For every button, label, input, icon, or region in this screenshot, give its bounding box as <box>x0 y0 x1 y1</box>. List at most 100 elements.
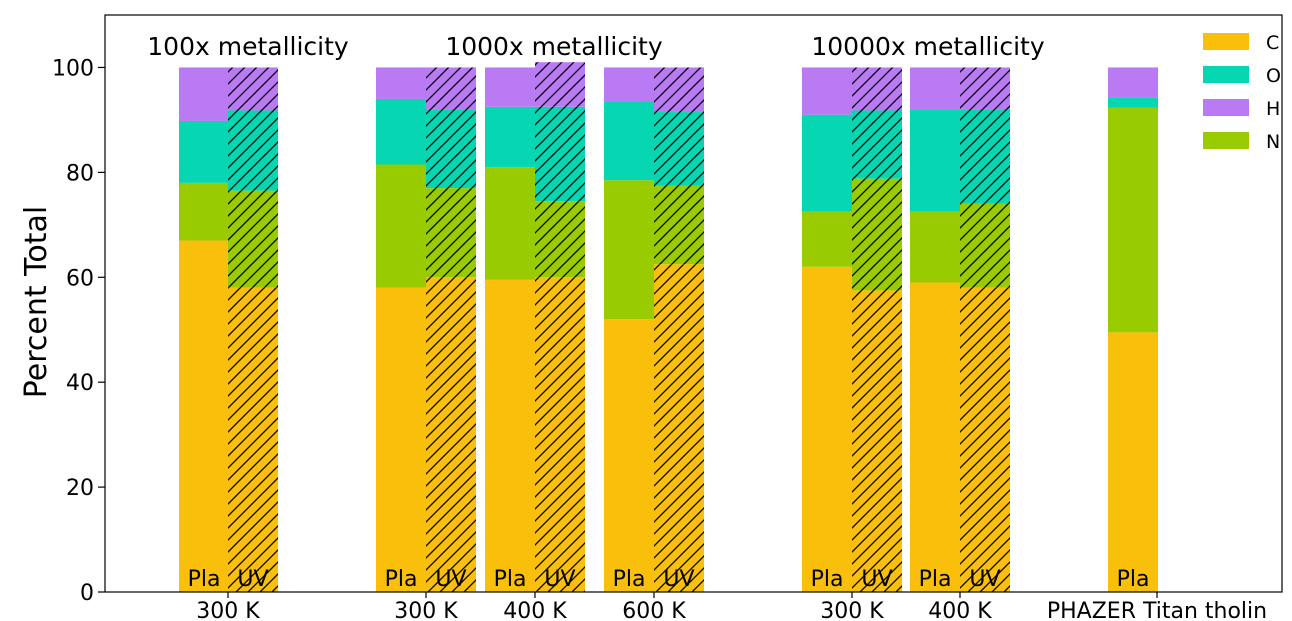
bar-label: UV <box>969 567 1000 592</box>
bar-segment-H <box>485 67 535 107</box>
bar-label: Pla <box>613 567 646 592</box>
bar-hatch-O <box>852 110 902 179</box>
bar-label: Pla <box>919 567 952 592</box>
bar-label: Pla <box>811 567 844 592</box>
x-tick-label: PHAZER Titan tholin <box>1047 599 1267 621</box>
bar-label: UV <box>435 567 466 592</box>
bar-segment-N <box>910 211 960 283</box>
plot-frame <box>104 14 1283 593</box>
bar-hatch-N <box>426 188 476 278</box>
bar-segment-C <box>802 266 852 592</box>
legend-swatch <box>1203 99 1249 116</box>
group-titles: 100x metallicity 1000x metallicity 10000x … <box>147 32 1045 61</box>
legend-label: C <box>1266 32 1279 54</box>
bar-segment-C <box>485 279 535 592</box>
bar-segment-C <box>1108 332 1158 592</box>
bar-hatch-H <box>426 67 476 110</box>
y-axis-label: Percent Total <box>19 206 54 398</box>
bar-segment-C <box>376 287 426 592</box>
group-title: 100x metallicity <box>147 32 349 61</box>
bar-hatch-O <box>228 110 278 191</box>
bar-label: Pla <box>385 567 418 592</box>
bar-segment-O <box>1108 97 1158 108</box>
bar-stack: UV <box>654 67 704 592</box>
x-tick-label: 400 K <box>928 599 992 621</box>
bar-hatch-C <box>228 287 278 592</box>
legend-label: H <box>1266 98 1280 120</box>
legend-item: H <box>1203 98 1280 120</box>
x-axis-temperature-labels: 300 K 300 K 400 K 600 K 300 K 400 K PHAZER Tit… <box>196 592 1267 621</box>
bar-segment-H <box>1108 67 1158 98</box>
y-tick-label: 20 <box>66 476 94 501</box>
legend-swatch <box>1203 66 1249 83</box>
bar-segment-O <box>485 106 535 168</box>
bar-hatch-O <box>960 109 1010 204</box>
legend-label: N <box>1266 131 1280 153</box>
y-tick-label: 60 <box>66 266 94 291</box>
bar-label: UV <box>237 567 268 592</box>
bar-segment-O <box>604 101 654 181</box>
bar-stack: Pla <box>802 67 852 592</box>
bar-hatch-H <box>654 67 704 113</box>
bar-segment-H <box>604 67 654 102</box>
x-tick-label: 400 K <box>503 599 567 621</box>
group-title: 10000x metallicity <box>811 32 1044 61</box>
bar-hatch-C <box>426 277 476 592</box>
bar-hatch-H <box>960 67 1010 110</box>
bar-stack: Pla <box>910 67 960 592</box>
bar-segment-H <box>910 67 960 110</box>
bar-segment-H <box>376 67 426 99</box>
bar-segment-O <box>376 98 426 165</box>
bar-segment-O <box>179 120 229 183</box>
bar-stack: Pla <box>604 67 654 592</box>
x-tick-label: 300 K <box>196 599 260 621</box>
bar-hatch-C <box>654 264 704 592</box>
legend-label: O <box>1266 65 1281 87</box>
bar-hatch-C <box>960 287 1010 592</box>
bar-hatch-N <box>228 190 278 288</box>
bar-label: Pla <box>494 567 527 592</box>
x-tick-label: 300 K <box>820 599 884 621</box>
bar-segment-N <box>485 167 535 280</box>
bar-hatch-O <box>654 112 704 186</box>
legend-item: C <box>1203 32 1279 54</box>
group-title: 1000x metallicity <box>445 32 663 61</box>
bar-hatch-O <box>426 109 476 189</box>
bar-stack: UV <box>960 67 1010 592</box>
y-tick-label: 100 <box>52 56 94 81</box>
bar-segment-O <box>802 114 852 212</box>
bar-label: Pla <box>1117 567 1150 592</box>
bar-hatch-N <box>654 185 704 265</box>
bar-stack: UV <box>852 67 902 592</box>
bar-hatch-C <box>852 290 902 592</box>
y-axis: 0 20 40 60 80 100 <box>52 56 105 606</box>
bar-hatch-H <box>535 62 585 107</box>
bar-hatch-N <box>960 203 1010 288</box>
bar-stack: Pla <box>376 67 426 592</box>
bar-hatch-O <box>535 106 585 202</box>
bar-stack: UV <box>535 62 585 592</box>
bar-stack: Pla <box>179 67 229 592</box>
y-tick-label: 40 <box>66 371 94 396</box>
bar-label: Pla <box>188 567 221 592</box>
bar-segment-H <box>802 67 852 115</box>
x-tick-label: 600 K <box>622 599 686 621</box>
bar-segment-N <box>376 164 426 288</box>
bar-segment-N <box>1108 107 1158 333</box>
bar-label: UV <box>861 567 892 592</box>
bar-segment-O <box>910 109 960 212</box>
bar-hatch-H <box>852 67 902 111</box>
x-tick-label: 300 K <box>394 599 458 621</box>
bar-segment-C <box>604 319 654 592</box>
bar-segment-N <box>802 211 852 267</box>
bar-segment-N <box>604 180 654 320</box>
bar-segment-H <box>179 67 229 121</box>
y-tick-label: 0 <box>80 581 94 606</box>
bar-stack: UV <box>228 67 278 592</box>
legend-swatch <box>1203 132 1249 149</box>
bar-hatch-N <box>852 178 902 291</box>
legend-item: O <box>1203 65 1281 87</box>
bar-label: UV <box>544 567 575 592</box>
